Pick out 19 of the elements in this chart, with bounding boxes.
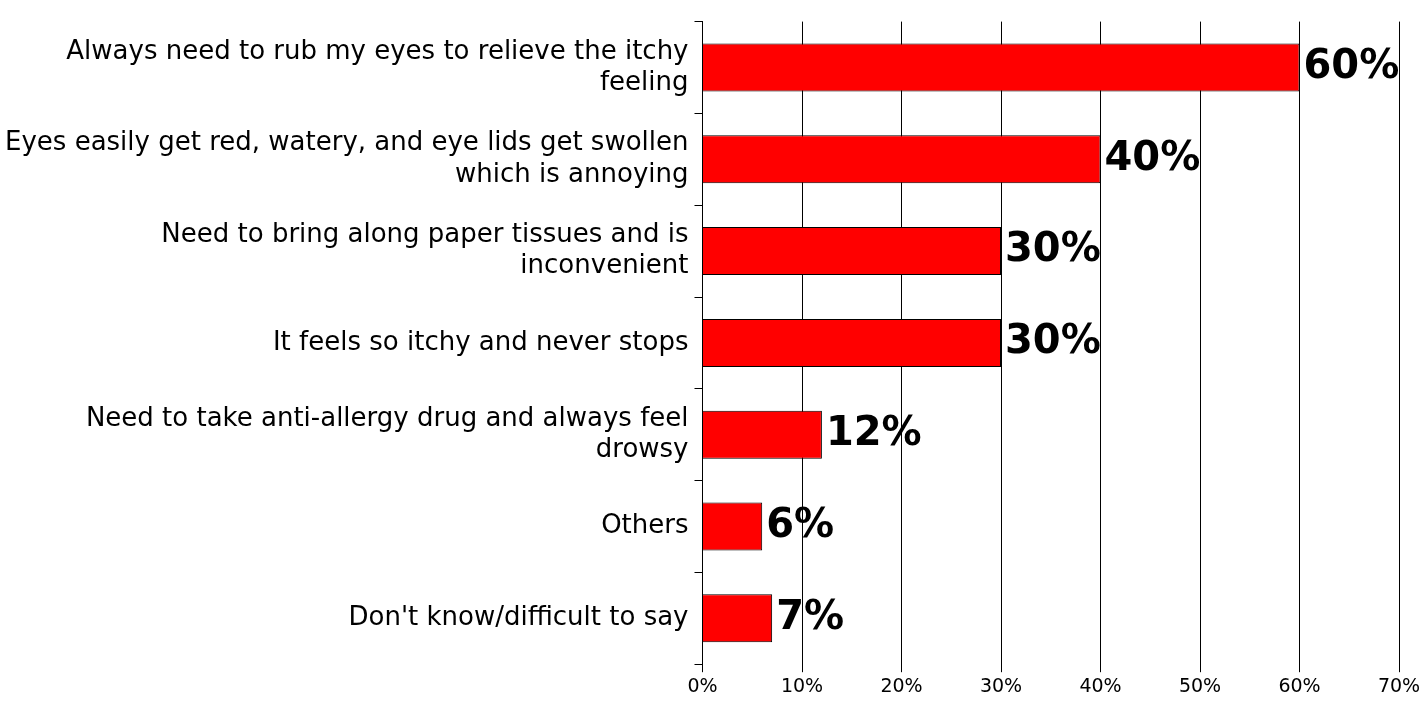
y-tick-label: It feels so itchy and never stops [272, 325, 689, 356]
y-tick-label: Don't know/difficult to say [348, 601, 689, 632]
data-label: 40% [1104, 132, 1201, 179]
data-label: 30% [1005, 316, 1101, 363]
x-tick-label: 20% [880, 673, 923, 696]
x-tick-label: 40% [1079, 673, 1122, 696]
y-tick-label: Need to bring along paper tissues and is inconvenient [161, 218, 689, 280]
x-tick-label: 0% [687, 673, 718, 696]
x-tick-label: 30% [979, 673, 1023, 696]
data-label: 30% [1005, 224, 1101, 271]
y-tick-label: Need to take anti-allergy drug and always feel drowsy [85, 401, 689, 464]
data-label: 60% [1303, 40, 1400, 87]
x-tick-label: 10% [780, 673, 824, 696]
x-tick-label: 50% [1178, 673, 1222, 696]
y-tick-label: Eyes easily get red, watery, and eye lids get swollen which is annoying [5, 126, 689, 188]
x-tick-label: 70% [1377, 673, 1421, 696]
y-tick-label: Always need to rub my eyes to relieve the itchy feeling [66, 34, 689, 96]
y-tick-label: Others [601, 509, 689, 540]
x-tick-label: 60% [1278, 673, 1321, 696]
